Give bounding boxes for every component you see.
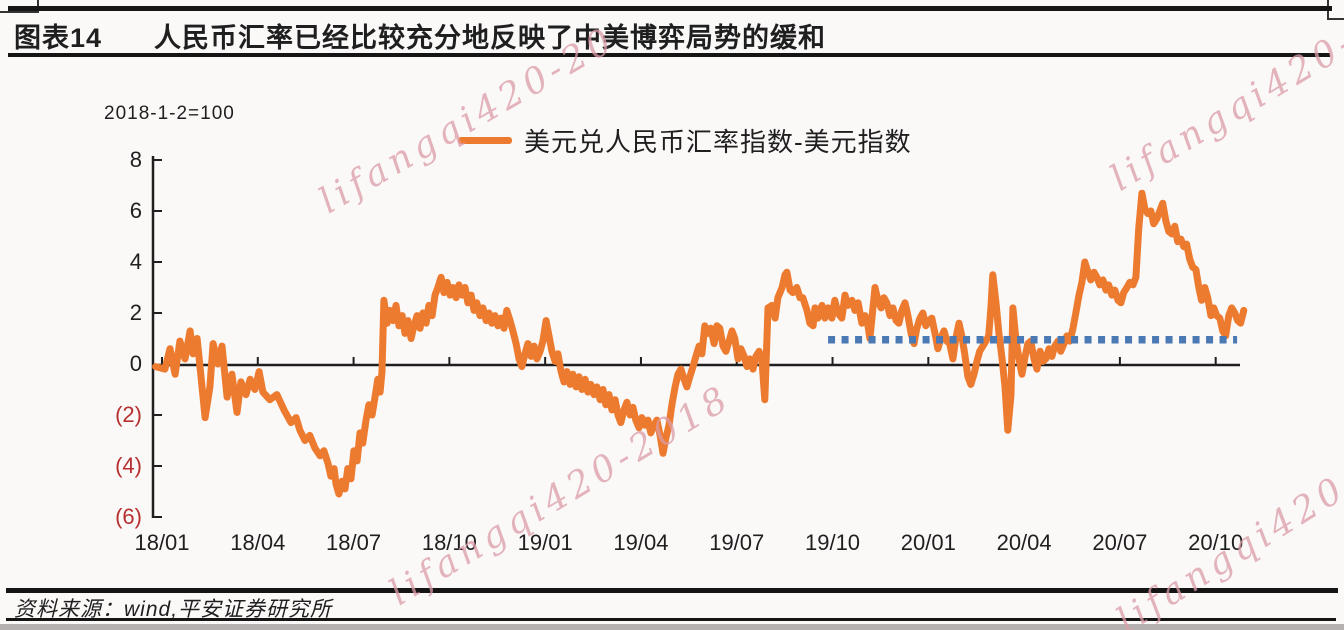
footer-bottom-rule — [6, 618, 1336, 621]
x-tick-label: 18/07 — [326, 530, 382, 555]
y-tick-label: (4) — [115, 453, 142, 478]
x-tick-label: 18/01 — [134, 530, 190, 555]
x-tick-label: 18/10 — [421, 530, 477, 555]
figure-title: 人民币汇率已经比较充分地反映了中美博弈局势的缓和 — [154, 23, 827, 53]
legend-series-label: 美元兑人民币汇率指数-美元指数 — [524, 127, 912, 157]
y-tick-label: 4 — [129, 249, 142, 274]
x-tick-label: 20/07 — [1092, 530, 1148, 555]
y-tick-label: 2 — [129, 300, 142, 325]
title-underline — [8, 53, 1330, 57]
series-line-usdcny-index — [152, 189, 1248, 498]
y-tick-label: 6 — [129, 198, 142, 223]
x-tick-label: 18/04 — [230, 530, 286, 555]
x-tick-label: 20/10 — [1188, 530, 1244, 555]
x-tick-label: 19/07 — [709, 530, 765, 555]
figure-header: 图表14 人民币汇率已经比较充分地反映了中美博弈局势的缓和 — [14, 16, 826, 55]
x-tick-label: 19/01 — [517, 530, 573, 555]
chart-legend: 美元兑人民币汇率指数-美元指数 — [458, 122, 912, 159]
y-tick-label: (6) — [115, 504, 142, 529]
legend-line-swatch — [458, 137, 512, 144]
source-note: 资料来源：wind,平安证券研究所 — [14, 598, 333, 621]
axis-unit-note: 2018-1-2=100 — [104, 103, 235, 124]
x-tick-label: 19/10 — [804, 530, 861, 555]
footer-top-rule — [6, 588, 1338, 593]
x-tick-label: 19/04 — [613, 530, 669, 555]
y-tick-label: (2) — [115, 402, 142, 427]
top-rule — [8, 6, 1332, 11]
figure-number: 图表14 — [14, 23, 103, 53]
y-tick-label: 0 — [129, 351, 142, 376]
x-tick-label: 20/01 — [900, 530, 956, 555]
x-tick-label: 20/04 — [996, 530, 1052, 555]
y-tick-label: 8 — [129, 147, 142, 172]
bottom-border — [0, 624, 1344, 630]
